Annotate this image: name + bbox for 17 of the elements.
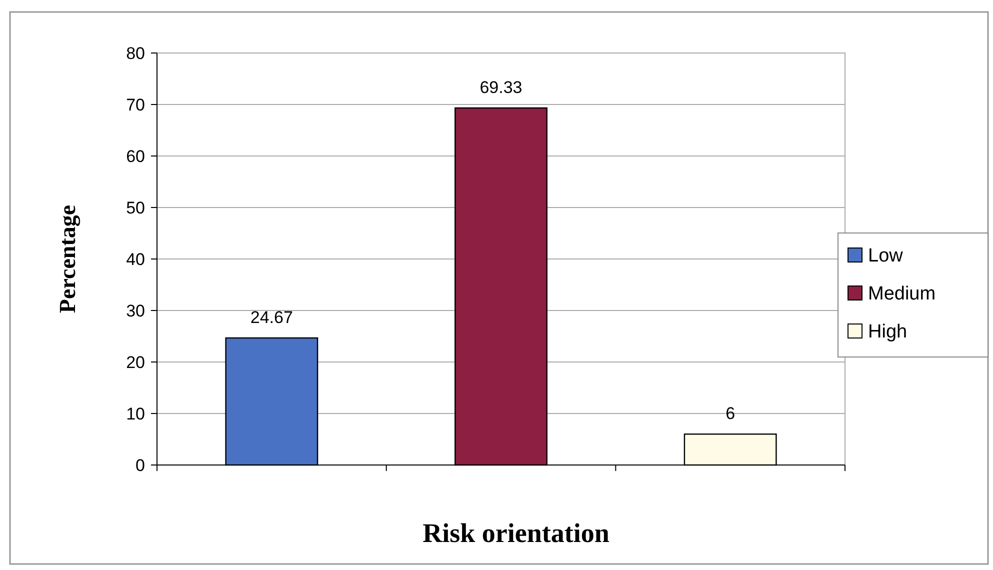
y-axis-title: Percentage: [55, 204, 81, 314]
data-label: 24.67: [250, 308, 293, 327]
data-label: 69.33: [480, 78, 522, 97]
legend-label: High: [868, 322, 908, 343]
x-axis-title: Risk orientation: [422, 518, 610, 548]
y-tick-label: 30: [126, 301, 145, 320]
y-tick-label: 80: [126, 44, 145, 63]
y-tick-label: 60: [126, 146, 145, 166]
y-tick-label: 20: [126, 352, 145, 372]
legend-label: Medium: [868, 284, 936, 305]
y-tick-label: 70: [126, 95, 145, 114]
data-label: 6: [726, 404, 736, 424]
legend-label: Low: [868, 246, 904, 267]
y-tick-label: 10: [126, 404, 145, 424]
y-tick-label: 40: [126, 250, 145, 269]
y-tick-label: 0: [136, 456, 145, 475]
y-tick-label: 50: [126, 198, 145, 218]
